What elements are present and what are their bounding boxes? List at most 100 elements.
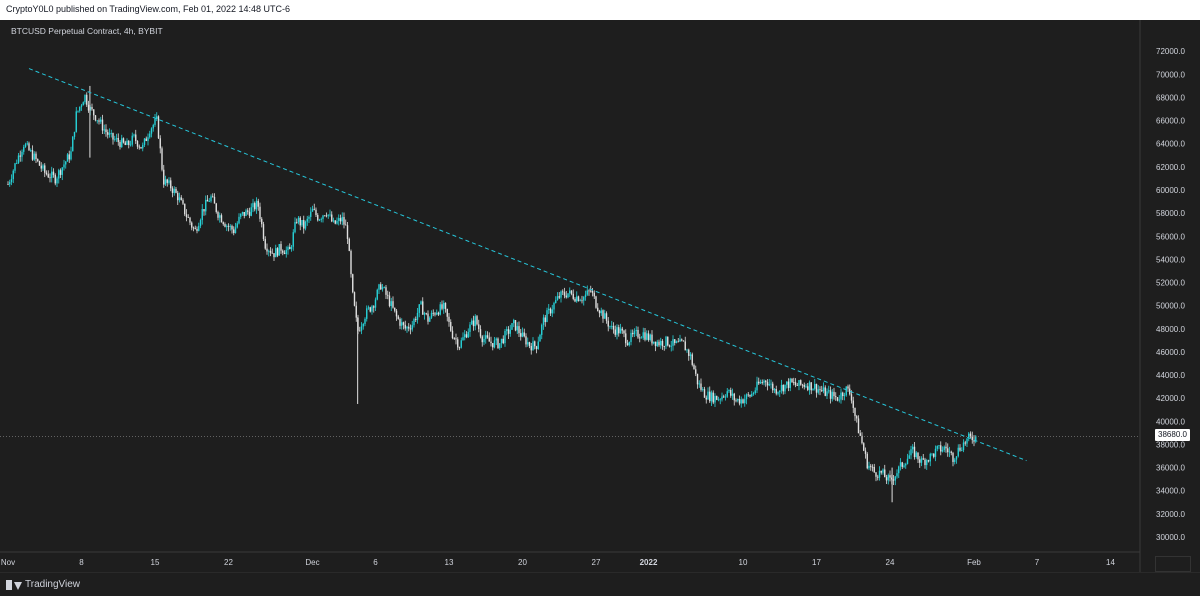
candle-body	[306, 218, 308, 222]
candle-body	[644, 332, 646, 340]
candle-body	[968, 433, 970, 439]
candle-body	[422, 301, 424, 315]
candle-body	[635, 330, 637, 332]
candle-body	[637, 330, 639, 338]
candle-body	[581, 300, 583, 302]
candle-body	[476, 316, 478, 325]
candle-body	[257, 200, 259, 207]
candle-body	[166, 179, 168, 183]
candle-body	[920, 458, 923, 463]
candle-body	[971, 435, 973, 441]
candle-body	[616, 327, 618, 335]
candle-body	[332, 220, 335, 222]
candle-body	[845, 386, 847, 396]
candle-body	[950, 451, 952, 453]
candle-body	[744, 399, 746, 404]
candle-body	[723, 396, 725, 398]
candle-body	[710, 392, 713, 402]
candle-body	[374, 299, 377, 308]
candle-body	[807, 386, 809, 390]
candle-body	[255, 200, 258, 210]
candle-body	[206, 199, 209, 202]
candle-body	[940, 445, 942, 452]
candle-body	[68, 154, 70, 160]
candle-body	[521, 332, 524, 337]
candle-body	[352, 274, 354, 293]
candle-body	[201, 209, 203, 221]
candle-body	[520, 333, 522, 337]
candle-body	[133, 134, 135, 136]
candle-body	[388, 295, 391, 306]
candle-body	[248, 211, 251, 216]
candle-body	[859, 433, 861, 436]
candle-body	[504, 330, 506, 344]
candle-body	[593, 292, 595, 297]
candle-body	[772, 383, 774, 391]
candle-body	[222, 222, 224, 225]
candle-body	[387, 294, 389, 296]
candle-body	[264, 238, 266, 249]
candle-body	[110, 133, 112, 134]
candle-body	[684, 341, 686, 351]
candle-body	[159, 138, 161, 149]
candle-body	[586, 290, 588, 295]
candle-body	[499, 343, 501, 349]
candle-body	[969, 433, 972, 436]
axis-corner[interactable]	[1155, 556, 1191, 572]
candle-body	[805, 386, 807, 388]
candle-body	[362, 323, 364, 327]
candle-body	[894, 476, 896, 481]
candle-body	[702, 389, 704, 391]
x-tick-label: 10	[739, 558, 748, 567]
x-tick-label: Nov	[1, 558, 15, 567]
candle-body	[628, 342, 630, 346]
candle-body	[345, 224, 347, 226]
candle-body	[268, 250, 270, 252]
candle-body	[619, 328, 622, 334]
candle-body	[171, 188, 174, 193]
candle-body	[114, 139, 116, 141]
candle-body	[254, 203, 256, 210]
price-chart[interactable]: 30000.0 32000.0 34000.0 36000.0 38000.0 40000…	[0, 20, 1200, 572]
chart-area[interactable]: 30000.0 32000.0 34000.0 36000.0 38000.0 40000…	[0, 20, 1200, 572]
candle-body	[847, 386, 849, 389]
candle-body	[339, 218, 342, 222]
candle-body	[324, 215, 326, 217]
candle-body	[884, 469, 886, 478]
candle-body	[817, 389, 819, 393]
candle-body	[598, 310, 601, 314]
candle-body	[413, 319, 415, 326]
candle-body	[716, 395, 718, 400]
candle-body	[667, 336, 669, 346]
candle-body	[961, 450, 963, 451]
candle-body	[58, 170, 60, 179]
candle-body	[689, 354, 692, 356]
y-tick-label: 32000.0	[1156, 510, 1185, 519]
candle-body	[94, 115, 97, 121]
candle-body	[82, 102, 84, 106]
candle-body	[814, 383, 816, 389]
candle-body	[640, 337, 643, 339]
candle-body	[334, 220, 336, 224]
candle-body	[315, 209, 317, 216]
candle-body	[838, 399, 840, 401]
candle-body	[173, 188, 175, 193]
candle-body	[569, 290, 571, 294]
candle-body	[19, 155, 21, 157]
candle-body	[646, 333, 648, 340]
tradingview-brand[interactable]: TradingView	[6, 579, 80, 590]
candle-body	[763, 380, 765, 383]
candle-body	[877, 476, 879, 478]
candle-body	[224, 224, 226, 227]
candle-body	[546, 310, 548, 323]
candle-body	[730, 389, 732, 396]
candle-body	[773, 389, 776, 391]
candle-body	[712, 392, 714, 403]
candle-body	[609, 326, 611, 328]
candle-body	[303, 220, 305, 229]
candle-body	[861, 435, 863, 444]
candle-body	[514, 320, 517, 331]
candle-body	[261, 218, 263, 225]
candle-body	[439, 304, 441, 315]
candle-body	[472, 320, 475, 327]
